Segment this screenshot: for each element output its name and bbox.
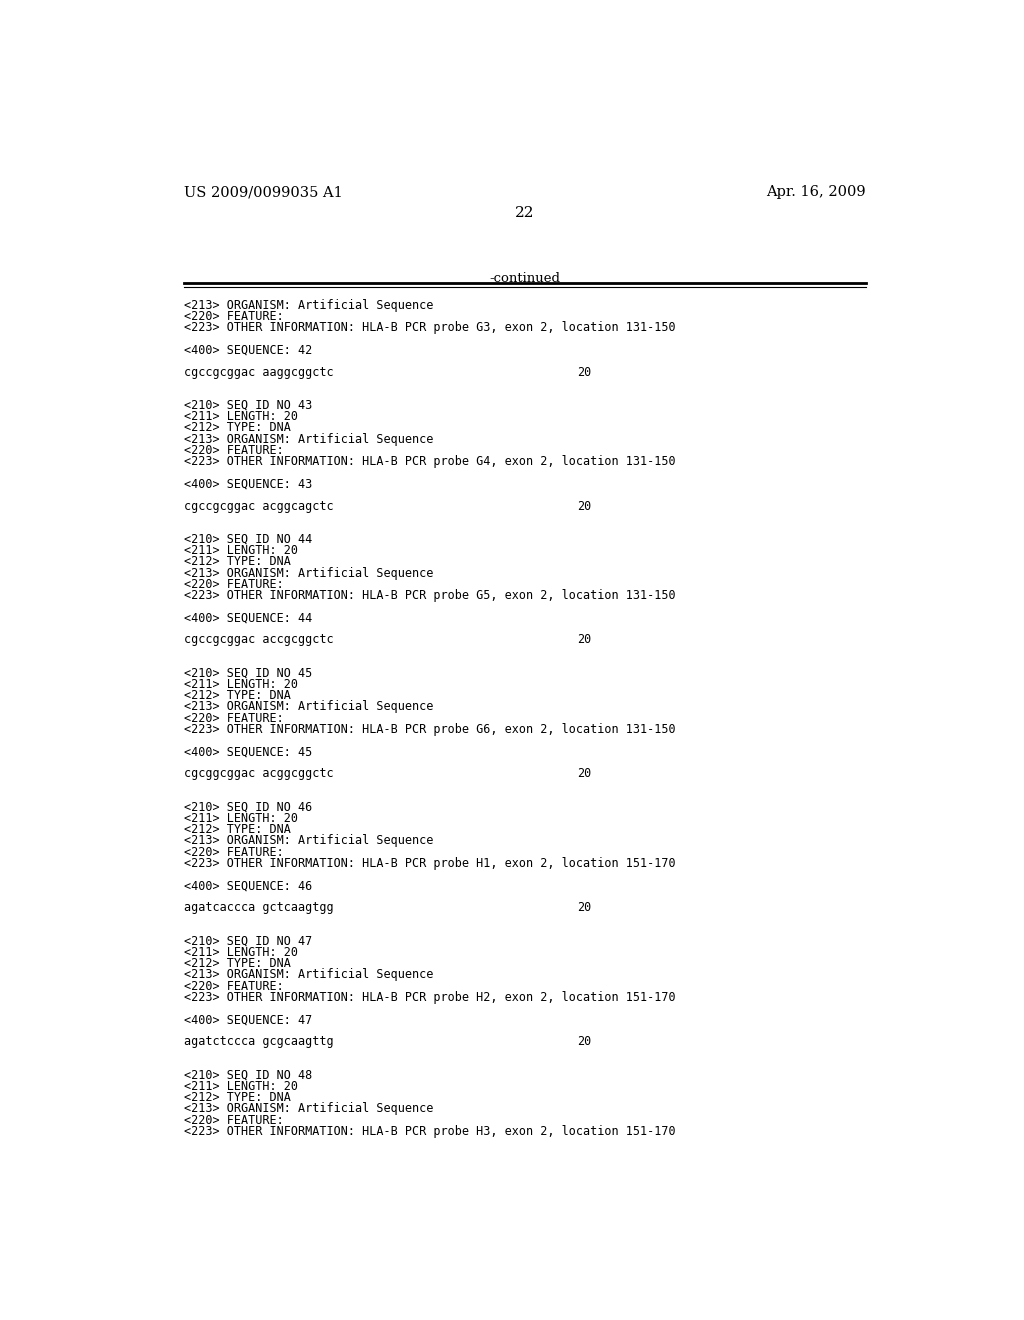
Text: <220> FEATURE:: <220> FEATURE: [183,1114,284,1126]
Text: <223> OTHER INFORMATION: HLA-B PCR probe G4, exon 2, location 131-150: <223> OTHER INFORMATION: HLA-B PCR probe… [183,455,676,467]
Text: agatcaccca gctcaagtgg: agatcaccca gctcaagtgg [183,902,334,915]
Text: <220> FEATURE:: <220> FEATURE: [183,310,284,322]
Text: <213> ORGANISM: Artificial Sequence: <213> ORGANISM: Artificial Sequence [183,1102,433,1115]
Text: 20: 20 [578,902,592,915]
Text: <223> OTHER INFORMATION: HLA-B PCR probe G6, exon 2, location 131-150: <223> OTHER INFORMATION: HLA-B PCR probe… [183,723,676,735]
Text: 20: 20 [578,1035,592,1048]
Text: <212> TYPE: DNA: <212> TYPE: DNA [183,1092,291,1105]
Text: <210> SEQ ID NO 48: <210> SEQ ID NO 48 [183,1069,312,1082]
Text: <212> TYPE: DNA: <212> TYPE: DNA [183,689,291,702]
Text: <212> TYPE: DNA: <212> TYPE: DNA [183,824,291,837]
Text: <211> LENGTH: 20: <211> LENGTH: 20 [183,812,298,825]
Text: <211> LENGTH: 20: <211> LENGTH: 20 [183,678,298,692]
Text: <400> SEQUENCE: 46: <400> SEQUENCE: 46 [183,879,312,892]
Text: cgccgcggac accgcggctc: cgccgcggac accgcggctc [183,634,334,647]
Text: cgccgcggac aaggcggctc: cgccgcggac aaggcggctc [183,366,334,379]
Text: <210> SEQ ID NO 45: <210> SEQ ID NO 45 [183,667,312,680]
Text: 20: 20 [578,366,592,379]
Text: <220> FEATURE:: <220> FEATURE: [183,578,284,590]
Text: <210> SEQ ID NO 46: <210> SEQ ID NO 46 [183,801,312,814]
Text: <400> SEQUENCE: 45: <400> SEQUENCE: 45 [183,744,312,758]
Text: <400> SEQUENCE: 47: <400> SEQUENCE: 47 [183,1014,312,1026]
Text: <400> SEQUENCE: 43: <400> SEQUENCE: 43 [183,478,312,490]
Text: <213> ORGANISM: Artificial Sequence: <213> ORGANISM: Artificial Sequence [183,433,433,446]
Text: US 2009/0099035 A1: US 2009/0099035 A1 [183,185,343,199]
Text: <213> ORGANISM: Artificial Sequence: <213> ORGANISM: Artificial Sequence [183,834,433,847]
Text: <213> ORGANISM: Artificial Sequence: <213> ORGANISM: Artificial Sequence [183,566,433,579]
Text: <210> SEQ ID NO 43: <210> SEQ ID NO 43 [183,399,312,412]
Text: <210> SEQ ID NO 44: <210> SEQ ID NO 44 [183,533,312,546]
Text: <212> TYPE: DNA: <212> TYPE: DNA [183,421,291,434]
Text: <211> LENGTH: 20: <211> LENGTH: 20 [183,544,298,557]
Text: <212> TYPE: DNA: <212> TYPE: DNA [183,556,291,569]
Text: 20: 20 [578,634,592,647]
Text: cgccgcggac acggcagctc: cgccgcggac acggcagctc [183,499,334,512]
Text: <220> FEATURE:: <220> FEATURE: [183,846,284,858]
Text: <220> FEATURE:: <220> FEATURE: [183,444,284,457]
Text: <223> OTHER INFORMATION: HLA-B PCR probe H2, exon 2, location 151-170: <223> OTHER INFORMATION: HLA-B PCR probe… [183,991,676,1003]
Text: <213> ORGANISM: Artificial Sequence: <213> ORGANISM: Artificial Sequence [183,298,433,312]
Text: <210> SEQ ID NO 47: <210> SEQ ID NO 47 [183,935,312,948]
Text: <223> OTHER INFORMATION: HLA-B PCR probe G3, exon 2, location 131-150: <223> OTHER INFORMATION: HLA-B PCR probe… [183,321,676,334]
Text: <211> LENGTH: 20: <211> LENGTH: 20 [183,946,298,960]
Text: <220> FEATURE:: <220> FEATURE: [183,711,284,725]
Text: Apr. 16, 2009: Apr. 16, 2009 [766,185,866,199]
Text: <223> OTHER INFORMATION: HLA-B PCR probe G5, exon 2, location 131-150: <223> OTHER INFORMATION: HLA-B PCR probe… [183,589,676,602]
Text: <400> SEQUENCE: 42: <400> SEQUENCE: 42 [183,343,312,356]
Text: <220> FEATURE:: <220> FEATURE: [183,979,284,993]
Text: <212> TYPE: DNA: <212> TYPE: DNA [183,957,291,970]
Text: 20: 20 [578,767,592,780]
Text: <223> OTHER INFORMATION: HLA-B PCR probe H1, exon 2, location 151-170: <223> OTHER INFORMATION: HLA-B PCR probe… [183,857,676,870]
Text: <223> OTHER INFORMATION: HLA-B PCR probe H3, exon 2, location 151-170: <223> OTHER INFORMATION: HLA-B PCR probe… [183,1125,676,1138]
Text: cgcggcggac acggcggctc: cgcggcggac acggcggctc [183,767,334,780]
Text: -continued: -continued [489,272,560,285]
Text: <213> ORGANISM: Artificial Sequence: <213> ORGANISM: Artificial Sequence [183,701,433,714]
Text: 22: 22 [515,206,535,220]
Text: <211> LENGTH: 20: <211> LENGTH: 20 [183,411,298,424]
Text: 20: 20 [578,499,592,512]
Text: <211> LENGTH: 20: <211> LENGTH: 20 [183,1080,298,1093]
Text: <213> ORGANISM: Artificial Sequence: <213> ORGANISM: Artificial Sequence [183,969,433,982]
Text: <400> SEQUENCE: 44: <400> SEQUENCE: 44 [183,611,312,624]
Text: agatctccca gcgcaagttg: agatctccca gcgcaagttg [183,1035,334,1048]
